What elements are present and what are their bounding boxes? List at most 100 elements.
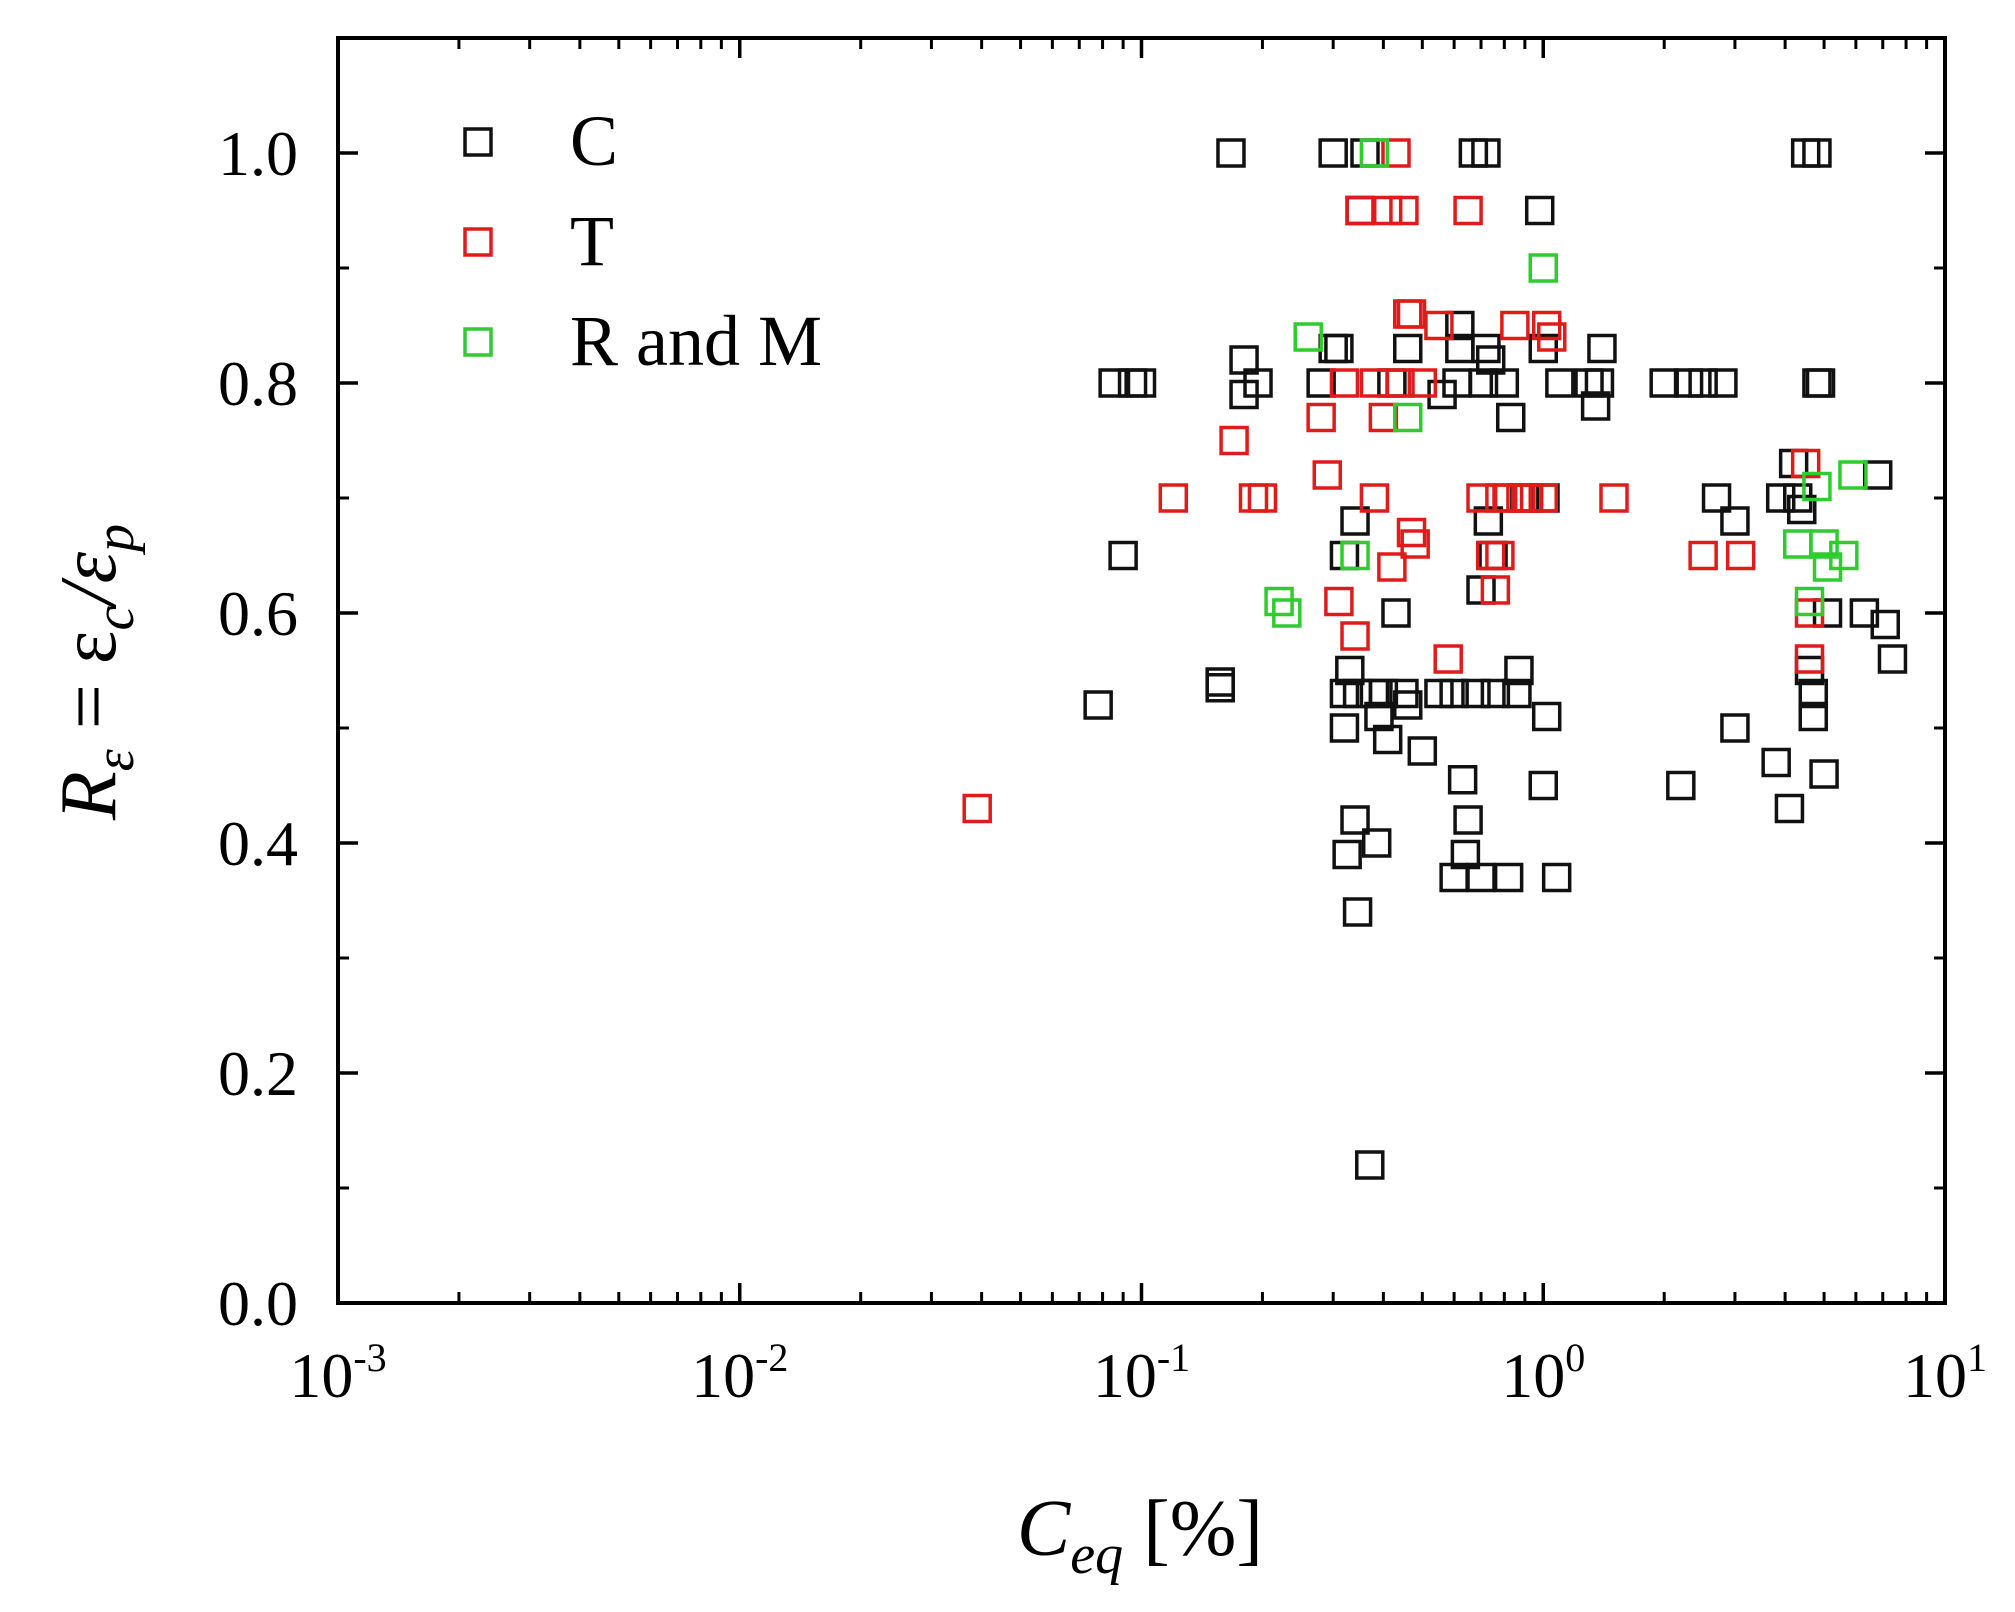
- x-tick-label: 10-3: [289, 1335, 386, 1411]
- legend-label-c: C: [570, 101, 618, 181]
- x-tick-label-exponent: -2: [755, 1335, 788, 1380]
- data-point-c: [1493, 862, 1524, 893]
- data-points: [962, 138, 1908, 1180]
- data-point-t: [1372, 195, 1403, 226]
- legend-label-r-and-m: R and M: [570, 301, 822, 381]
- legend: C T R and M: [463, 101, 822, 381]
- data-point-c: [1453, 805, 1483, 835]
- x-tick-label-exponent: 0: [1565, 1335, 1585, 1380]
- data-point-r-and-m: [1393, 402, 1423, 433]
- data-point-c: [1306, 368, 1336, 398]
- data-point-c: [1361, 828, 1392, 858]
- data-point-c: [1798, 701, 1829, 732]
- data-point-c: [1587, 333, 1617, 364]
- data-point-c: [1126, 368, 1157, 398]
- y-axis-title-sub3: p: [84, 524, 146, 556]
- data-point-c: [1495, 402, 1526, 433]
- y-axis-title-sub: ε: [84, 748, 146, 771]
- data-point-t: [1389, 195, 1419, 226]
- data-point-c: [1447, 765, 1478, 795]
- x-axis-title: Ceq [%]: [1017, 1485, 1263, 1586]
- data-point-c: [1809, 759, 1839, 789]
- data-point-r-and-m: [1794, 586, 1825, 617]
- data-point-c: [1708, 368, 1738, 398]
- data-point-c: [1720, 506, 1750, 536]
- y-axis-title-main: R: [45, 771, 133, 821]
- data-point-c: [1528, 770, 1558, 801]
- data-point-c: [1393, 690, 1423, 720]
- data-point-c: [1355, 1150, 1385, 1180]
- y-axis-title-sub2: c: [84, 605, 146, 630]
- y-tick-label: 0.6: [218, 578, 298, 649]
- data-point-c: [1701, 483, 1732, 513]
- data-point-t: [1433, 644, 1463, 674]
- data-point-c: [1524, 195, 1555, 226]
- x-tick-label-exponent: -3: [353, 1335, 386, 1380]
- data-point-c: [1205, 667, 1235, 697]
- data-point-r-and-m: [1829, 540, 1859, 571]
- data-point-c: [1787, 494, 1817, 525]
- data-point-r-and-m: [1838, 460, 1868, 490]
- x-tick-label-base: 10: [691, 1340, 755, 1411]
- data-point-t: [1485, 540, 1515, 571]
- y-tick-label: 0.4: [218, 808, 298, 879]
- data-point-c: [1688, 368, 1718, 398]
- series-t: [962, 138, 1825, 824]
- data-point-r-and-m: [1802, 471, 1832, 502]
- x-tick-label: 10-1: [1093, 1335, 1190, 1411]
- data-point-c: [1666, 770, 1696, 801]
- data-point-r-and-m: [1272, 598, 1302, 628]
- data-point-c: [1318, 138, 1348, 168]
- data-point-t: [1381, 138, 1411, 168]
- data-point-c: [1877, 644, 1908, 674]
- x-tick-label: 10-2: [691, 1335, 788, 1411]
- axis-ticks: [336, 36, 1947, 1305]
- data-point-c: [1340, 805, 1370, 835]
- legend-entry-c: C: [463, 101, 618, 181]
- data-point-c: [1870, 609, 1900, 640]
- data-point-t: [1500, 310, 1530, 341]
- data-point-c: [1468, 368, 1499, 398]
- x-tick-label-base: 10: [1501, 1340, 1565, 1411]
- y-tick-label: 1.0: [218, 118, 298, 189]
- legend-label-t: T: [570, 201, 614, 281]
- data-point-c: [1531, 701, 1562, 732]
- series-r-and-m: [1264, 138, 1868, 628]
- data-point-c: [1461, 678, 1491, 709]
- x-axis-title-unit: [%]: [1123, 1485, 1263, 1573]
- legend-entry-t: T: [463, 201, 614, 281]
- y-axis-title: Rε = εc/εp: [45, 524, 146, 821]
- data-point-t: [1453, 195, 1483, 226]
- x-axis-title-sub: eq: [1070, 1524, 1123, 1586]
- data-point-c: [1216, 138, 1246, 168]
- data-point-t: [1359, 483, 1390, 513]
- data-point-t: [1385, 368, 1415, 398]
- y-axis-title-eq: = ε: [45, 630, 133, 749]
- data-point-t: [1306, 402, 1336, 433]
- data-point-c: [1098, 368, 1128, 398]
- data-point-c: [1324, 333, 1354, 364]
- data-point-c: [1243, 368, 1273, 398]
- data-point-c: [1802, 138, 1832, 168]
- data-point-r-and-m: [1359, 138, 1390, 168]
- data-point-c: [1407, 736, 1438, 766]
- data-point-c: [1342, 897, 1373, 927]
- data-point-c: [1480, 678, 1511, 709]
- data-point-c: [1774, 793, 1805, 824]
- data-point-c: [1424, 678, 1454, 709]
- x-tick-label-exponent: 1: [1967, 1335, 1987, 1380]
- y-tick-label: 0.8: [218, 348, 298, 419]
- data-point-t: [1377, 552, 1407, 582]
- data-point-c: [1489, 368, 1520, 398]
- y-axis-title-div: /ε: [45, 551, 133, 609]
- data-point-c: [1504, 655, 1534, 686]
- data-point-c: [1332, 839, 1362, 870]
- legend-marker-t: [463, 227, 493, 257]
- data-point-t: [1247, 483, 1278, 513]
- data-point-t: [1400, 529, 1430, 559]
- data-point-c: [1545, 368, 1575, 398]
- data-point-c: [1393, 333, 1423, 364]
- data-point-r-and-m: [1528, 253, 1558, 283]
- data-point-c: [1108, 540, 1138, 571]
